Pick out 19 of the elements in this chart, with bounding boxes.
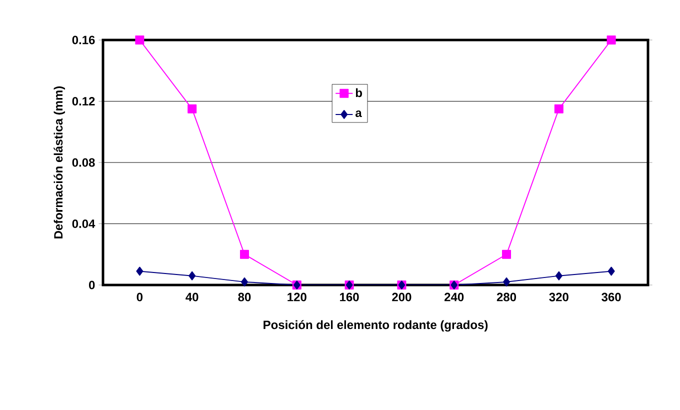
y-tick-label: 0 (88, 280, 95, 290)
x-axis-title: Posición del elemento rodante (grados) (264, 320, 488, 332)
y-tick-label: 0.12 (72, 97, 95, 106)
x-tick-label: 200 (392, 292, 412, 302)
x-tick-label: 160 (340, 292, 359, 302)
x-tick-label: 120 (288, 292, 306, 302)
x-tick-label: 0 (136, 292, 143, 302)
legend-label: b (356, 88, 362, 98)
x-tick-label: 80 (238, 292, 251, 302)
x-tick-label: 320 (549, 292, 568, 302)
y-tick-label: 0.04 (72, 220, 96, 228)
x-tick-label: 40 (186, 292, 198, 302)
y-axis-title: Deformación elástica (mm) (54, 86, 65, 238)
x-tick-label: 240 (444, 292, 464, 302)
y-tick-label: 0.16 (72, 36, 95, 44)
x-tick-label: 360 (602, 292, 621, 302)
legend-label: a (356, 110, 362, 118)
y-tick-label: 0.08 (72, 158, 95, 167)
x-tick-label: 280 (496, 292, 516, 302)
